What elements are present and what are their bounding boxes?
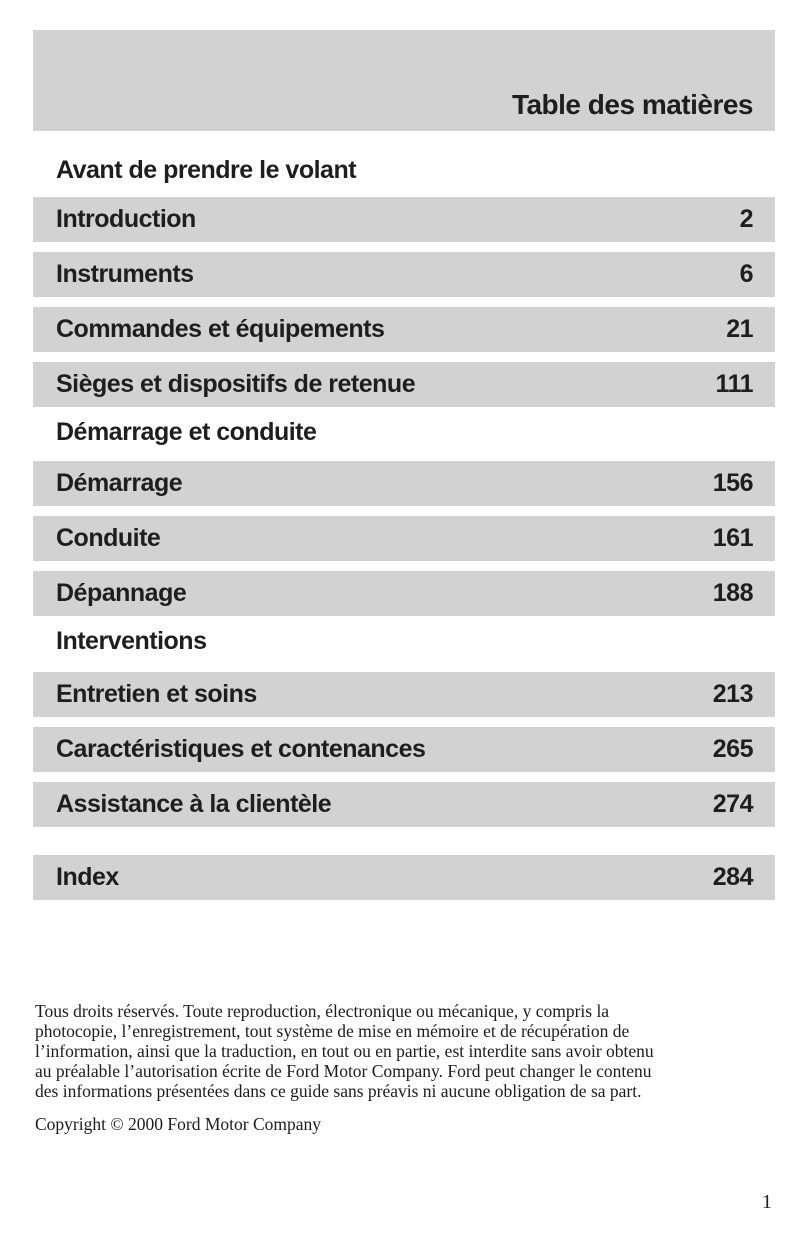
- toc-row-label: Index: [56, 863, 119, 891]
- toc-row-label: Entretien et soins: [56, 680, 257, 708]
- page-number: 1: [762, 1191, 772, 1213]
- toc-row-page: 161: [712, 524, 754, 552]
- toc-row-label: Sièges et dispositifs de retenue: [56, 370, 416, 398]
- toc-row-page: 213: [712, 680, 754, 708]
- toc-row-page: 188: [712, 579, 754, 607]
- toc-row: Instruments 6: [33, 252, 775, 297]
- toc-row-page: 111: [715, 370, 754, 398]
- toc-row-index: Index 284: [33, 855, 775, 900]
- legal-notice: Tous droits réservés. Toute reproduction…: [35, 1001, 775, 1101]
- toc-row-page: 156: [712, 469, 754, 497]
- legal-line: au préalable l’autorisation écrite de Fo…: [35, 1061, 652, 1081]
- toc-row-page: 265: [712, 735, 754, 763]
- header-band: Table des matières: [33, 30, 775, 131]
- toc-row-page: 284: [712, 863, 754, 891]
- toc-row-page: 274: [712, 790, 754, 818]
- toc-row: Assistance à la clientèle 274: [33, 782, 775, 827]
- legal-line: Tous droits réservés. Toute reproduction…: [35, 1001, 610, 1021]
- toc-row: Commandes et équipements 21: [33, 307, 775, 352]
- toc-row-label: Assistance à la clientèle: [56, 790, 332, 818]
- page-title: Table des matières: [511, 89, 754, 120]
- toc-section-heading: Démarrage et conduite: [56, 418, 317, 446]
- toc-section-heading: Interventions: [56, 627, 207, 655]
- toc-row-page: 21: [726, 315, 753, 343]
- legal-line: photocopie, l’enregistrement, tout systè…: [35, 1021, 630, 1041]
- toc-row: Caractéristiques et contenances 265: [33, 727, 775, 772]
- toc-row-label: Démarrage: [56, 469, 183, 497]
- toc-row: Conduite 161: [33, 516, 775, 561]
- toc-row: Démarrage 156: [33, 461, 775, 506]
- toc-content: Table des matières Avant de prendre le v…: [33, 0, 775, 1134]
- toc-row: Introduction 2: [33, 197, 775, 242]
- legal-line: des informations présentées dans ce guid…: [35, 1081, 642, 1101]
- toc-row-label: Conduite: [56, 524, 161, 552]
- copyright-line: Copyright © 2000 Ford Motor Company: [35, 1114, 322, 1134]
- toc-row-label: Dépannage: [56, 579, 187, 607]
- toc-row-page: 6: [739, 260, 754, 288]
- toc-row-label: Instruments: [56, 260, 194, 288]
- toc-row: Entretien et soins 213: [33, 672, 775, 717]
- toc-row: Sièges et dispositifs de retenue 111: [33, 362, 775, 407]
- toc-section-heading: Avant de prendre le volant: [56, 156, 357, 184]
- toc-row-label: Commandes et équipements: [56, 315, 385, 343]
- toc-row-page: 2: [739, 205, 754, 233]
- toc-row: Dépannage 188: [33, 571, 775, 616]
- toc-row-label: Caractéristiques et contenances: [56, 735, 426, 763]
- toc-row-label: Introduction: [56, 205, 196, 233]
- legal-line: l’information, ainsi que la traduction, …: [35, 1041, 654, 1061]
